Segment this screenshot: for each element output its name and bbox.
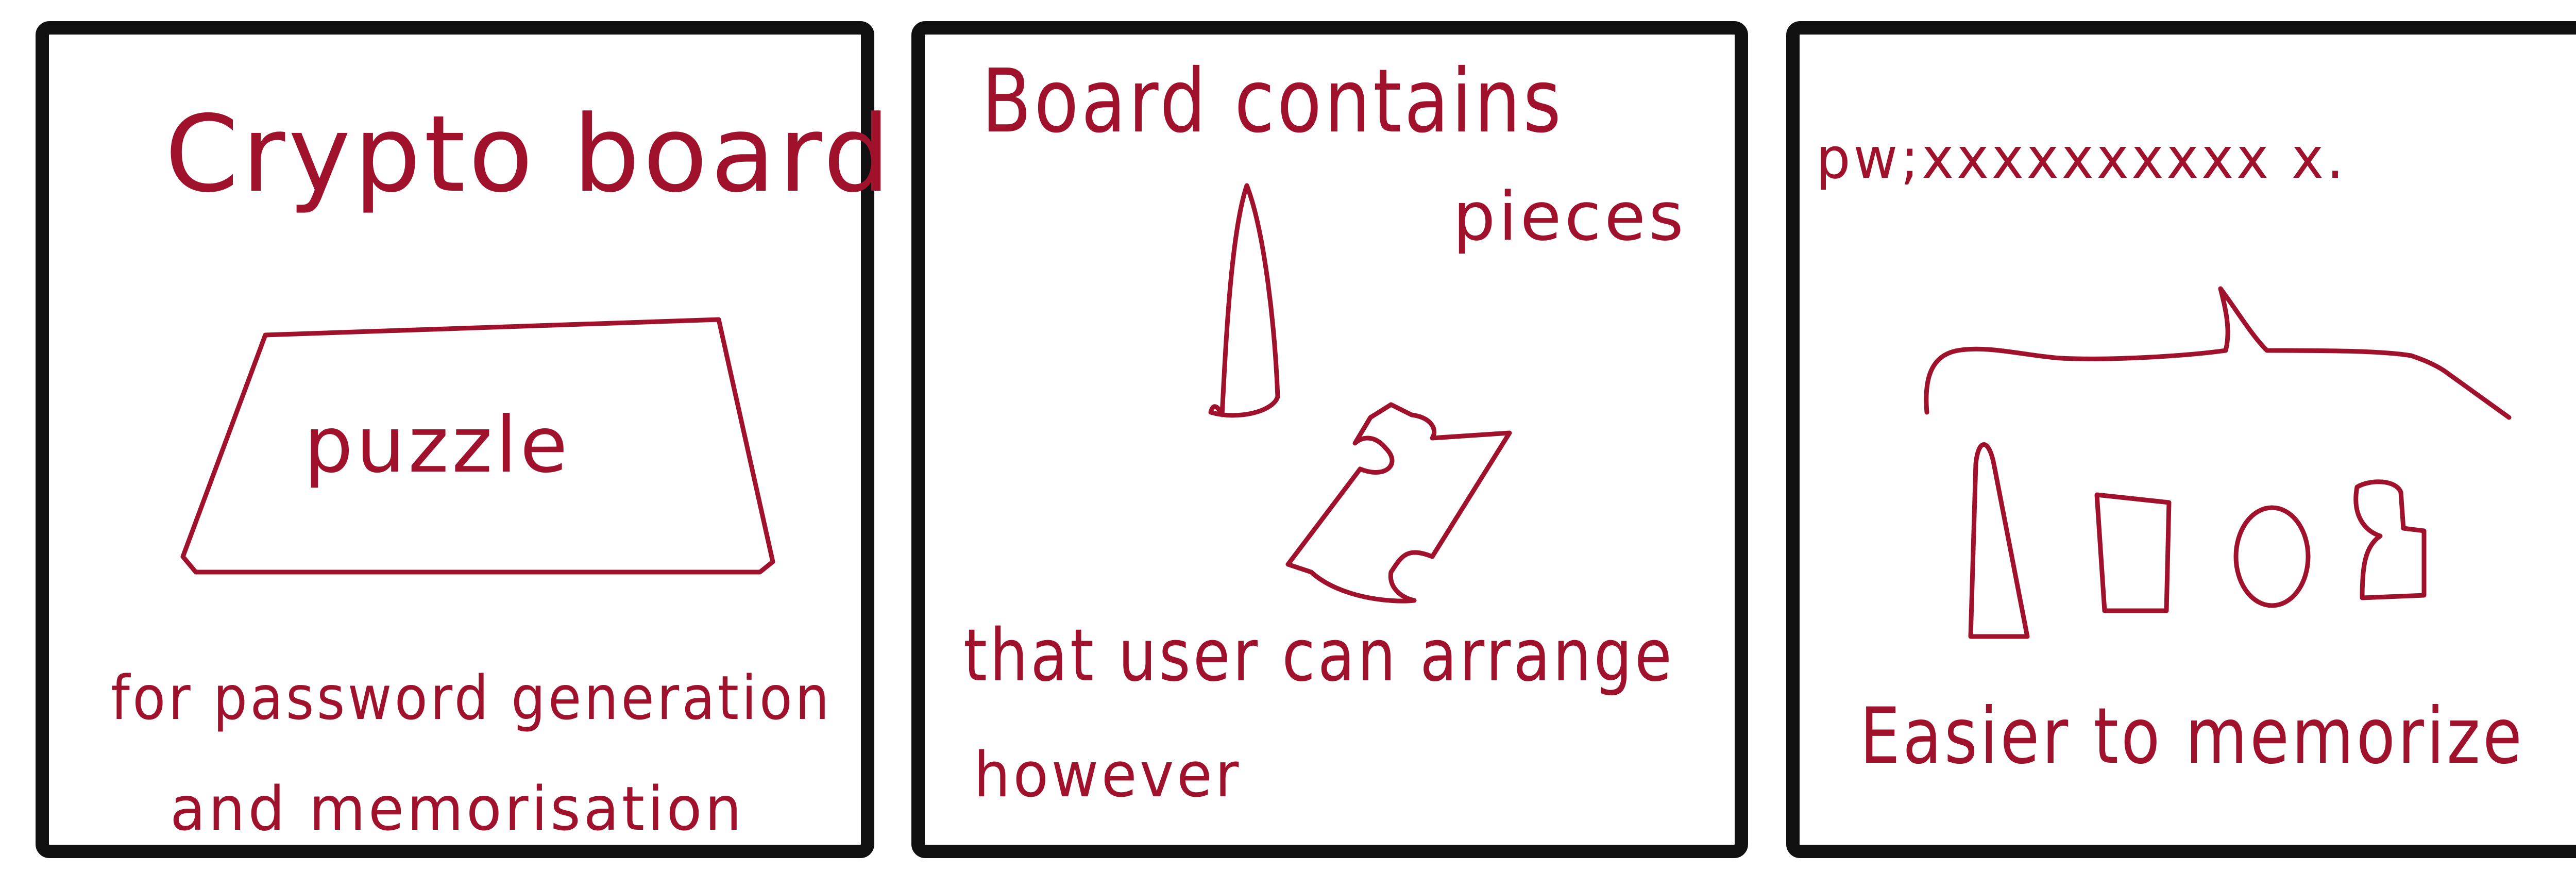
memory-oval-drawing (2233, 505, 2311, 608)
panel-1-title: Crypto board (165, 93, 893, 216)
panel-2-title-line-2: pieces (1453, 177, 1687, 256)
panel-3-header: pw;xxxxxxxxxx x. (1816, 125, 2347, 191)
memory-blob-drawing (2353, 479, 2427, 600)
panel-3: pw;xxxxxxxxxx x. Easier to memorize (1786, 21, 2576, 858)
panel-2: Board contains pieces that user can arra… (911, 21, 1748, 858)
panel-3-frame (1786, 21, 2576, 858)
speech-line-drawing (1924, 286, 2512, 420)
panel-3-caption: Easier to memorize (1860, 692, 2524, 781)
memory-spike-drawing (1968, 442, 2030, 639)
panel-2-title-line-1: Board contains (981, 51, 1564, 153)
puzzle-board-drawing (180, 317, 775, 575)
panel-1-caption-line-1: for password generation (111, 662, 832, 733)
panel-2-frame (911, 21, 1748, 858)
panel-2-caption-line-1: that user can arrange (963, 614, 1674, 698)
panel-2-caption-line-2: however (974, 740, 1242, 811)
panel-1: Crypto board puzzle for password generat… (36, 21, 893, 858)
panel-1-shape-label: puzzle (304, 400, 571, 490)
panel-1-caption-line-2: and memorisation (170, 773, 744, 844)
jigsaw-piece-drawing (1285, 402, 1512, 604)
spike-piece-drawing (1208, 183, 1280, 418)
panel-1-frame (36, 21, 874, 858)
memory-trapezoid-drawing (2094, 492, 2172, 613)
